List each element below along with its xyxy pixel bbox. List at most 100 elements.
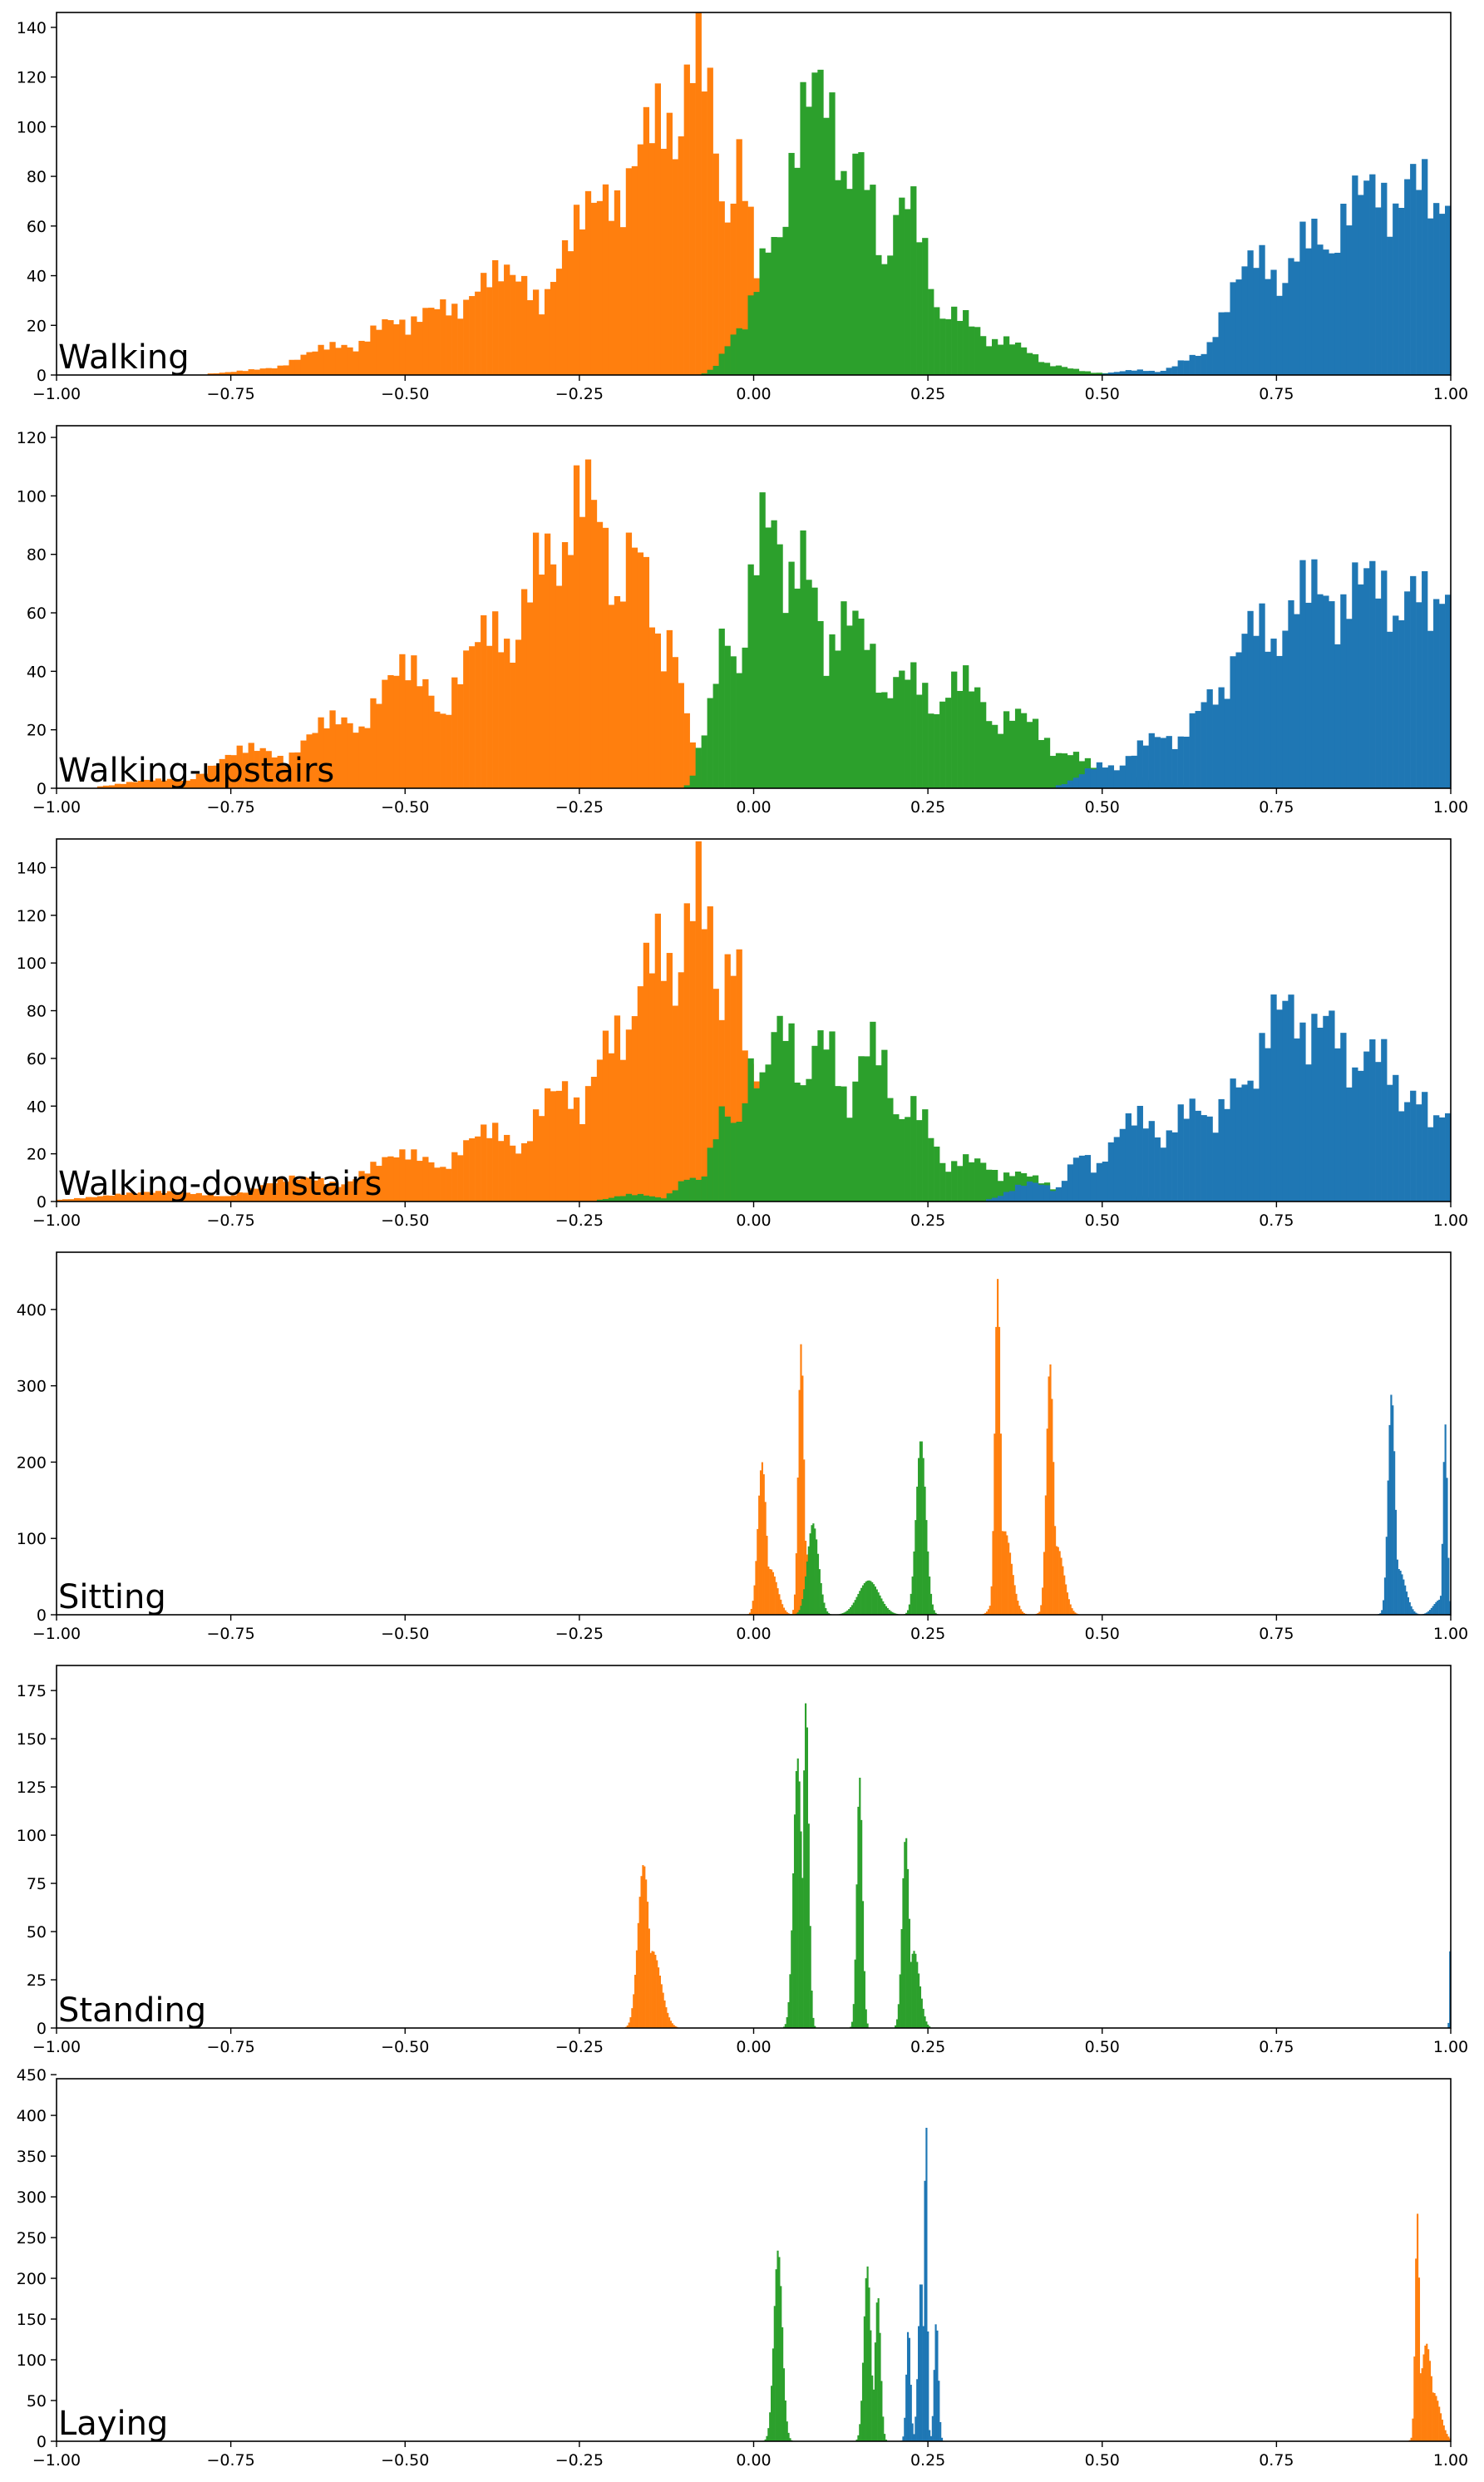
histogram-bar [532, 1109, 540, 1202]
histogram-bar [712, 989, 719, 1202]
histogram-bar [1323, 1015, 1329, 1202]
histogram-bar [224, 372, 231, 375]
histogram-bar [614, 1196, 621, 1202]
histogram-bar [1369, 1039, 1376, 1202]
histogram-bar [858, 152, 865, 375]
histogram-bar [1177, 736, 1184, 788]
histogram-bar [1189, 1098, 1196, 1202]
histogram-bar [1427, 218, 1434, 375]
histogram-bar [341, 717, 348, 788]
x-tick-label: 1.00 [1433, 2038, 1468, 2056]
histogram-bar [806, 1561, 809, 1615]
histogram-bar [631, 165, 638, 375]
histogram-bar [1294, 261, 1300, 375]
histogram-bar [775, 2269, 777, 2441]
histogram-bar [486, 645, 493, 788]
histogram-bar [764, 1502, 767, 1615]
histogram-bar [1148, 370, 1155, 375]
histogram-bar [166, 778, 174, 788]
histogram-bar [796, 1758, 799, 2028]
histogram-bar [1276, 295, 1283, 375]
histogram-bar [1069, 1604, 1072, 1615]
histogram-bar [891, 1611, 894, 1615]
histogram-bar [555, 585, 563, 788]
histogram-bar [1387, 236, 1393, 375]
histogram-bar [816, 1539, 818, 1615]
histogram-bar [1427, 630, 1434, 788]
histogram-bar [672, 1190, 678, 1202]
histogram-bar [866, 1580, 869, 1615]
histogram-bar [1235, 279, 1242, 375]
x-tick-label: −0.50 [381, 1211, 429, 1230]
histogram-bar [918, 2326, 920, 2441]
histogram-bar [875, 254, 882, 375]
histogram-bar [475, 1136, 481, 1202]
histogram-bar [730, 334, 737, 375]
x-tick-label: −0.25 [555, 1625, 604, 1643]
histogram-bar [905, 1838, 908, 2028]
histogram-bar [318, 344, 324, 375]
histogram-bar [811, 1990, 813, 2028]
y-tick-label: 80 [27, 1003, 47, 1021]
histogram-bar [874, 2342, 876, 2441]
histogram-bar [913, 1951, 915, 2028]
histogram-bar [766, 1536, 768, 1615]
histogram-bar [417, 686, 423, 788]
x-tick-label: 0.25 [910, 1625, 945, 1643]
histogram-bar [510, 274, 516, 375]
x-tick-label: 0.00 [736, 1211, 771, 1230]
histogram-bar [242, 752, 249, 788]
histogram-bar [1038, 1184, 1045, 1202]
histogram-bar [201, 773, 208, 788]
histogram-bar [811, 1045, 818, 1202]
histogram-bar [887, 698, 894, 788]
histogram-bar [1017, 1601, 1019, 1615]
histogram-bar [323, 349, 330, 375]
histogram-bar [1270, 269, 1277, 375]
histogram-bar [451, 303, 458, 375]
histogram-bar [544, 289, 551, 375]
histogram-bar [1224, 312, 1230, 375]
histogram-bar [875, 1065, 882, 1202]
histogram-bar [854, 1959, 856, 2028]
histogram-bar [857, 1593, 860, 1615]
histogram-bar [1428, 1610, 1432, 1615]
histogram-bar [736, 139, 742, 375]
histogram-bar [248, 369, 254, 375]
histogram-bar [798, 1389, 801, 1615]
histogram-bar [1422, 159, 1428, 376]
histogram-bar [775, 1581, 777, 1615]
histogram-bar [658, 1976, 661, 2028]
histogram-bar [1113, 372, 1121, 375]
histogram-bar [1387, 1084, 1393, 1202]
histogram-bar [793, 1814, 796, 2028]
histogram-bar [608, 604, 615, 788]
histogram-bar [784, 2024, 786, 2028]
histogram-bar [1416, 1104, 1422, 1202]
histogram-bar [1020, 713, 1028, 788]
histogram-bar [1142, 371, 1149, 375]
histogram-bar [920, 2284, 923, 2441]
histogram-bar [1396, 1559, 1398, 1615]
histogram-bar [852, 610, 859, 788]
histogram-bar [924, 2180, 926, 2441]
histogram-bar [96, 1196, 104, 1202]
histogram-bar [1166, 1130, 1172, 1202]
histogram-bar [927, 2024, 929, 2028]
histogram-bar [312, 351, 318, 375]
histogram-bar [804, 1576, 807, 1615]
histogram-bar [1063, 1575, 1066, 1615]
x-tick-label: 0.75 [1259, 1211, 1294, 1230]
histogram-bar [1405, 1591, 1408, 1615]
y-tick-label: 0 [37, 780, 47, 798]
histogram-bar [1038, 740, 1045, 788]
histogram-bar [1421, 2368, 1423, 2441]
histogram-bar [689, 775, 696, 788]
y-tick-label: 300 [17, 2188, 47, 2207]
histogram-bar [1241, 266, 1248, 375]
histogram-bar [457, 683, 464, 788]
histogram-bar [792, 1873, 795, 2028]
histogram-bar [718, 353, 725, 375]
histogram-bar [991, 1169, 998, 1202]
histogram-bar [1381, 570, 1388, 788]
